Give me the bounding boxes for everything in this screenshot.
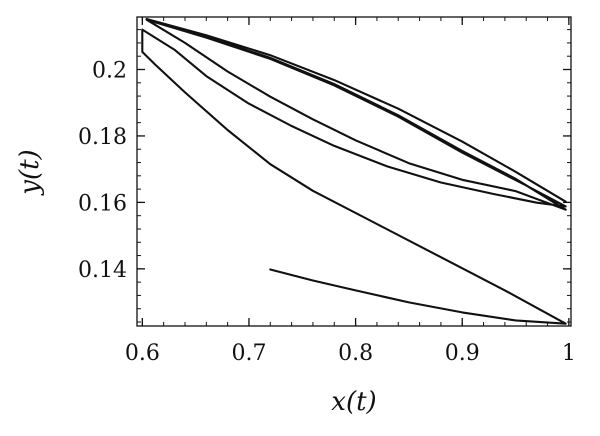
- x-tick-labels: 0.6 0.7 0.8 0.9 1: [125, 341, 576, 366]
- x-tick-label: 0.8: [338, 341, 373, 366]
- x-tick-label: 0.6: [125, 341, 160, 366]
- x-tick-label: 0.9: [445, 341, 480, 366]
- x-tick-label: 0.7: [231, 341, 266, 366]
- y-tick-label: 0.2: [92, 58, 127, 83]
- y-tick-labels: 0.14 0.16 0.18 0.2: [78, 58, 127, 282]
- x-tick-label: 1: [562, 341, 576, 366]
- y-tick-label: 0.16: [78, 191, 127, 216]
- series-line: [141, 17, 567, 325]
- series-layer: [141, 17, 567, 325]
- plot-frame: [136, 16, 572, 327]
- y-tick-label: 0.18: [78, 125, 127, 150]
- x-axis-label: x(t): [331, 387, 376, 417]
- y-axis-label: y(t): [15, 149, 45, 195]
- minor-ticks: [137, 17, 571, 326]
- major-ticks: [137, 17, 571, 326]
- y-tick-label: 0.14: [78, 258, 127, 283]
